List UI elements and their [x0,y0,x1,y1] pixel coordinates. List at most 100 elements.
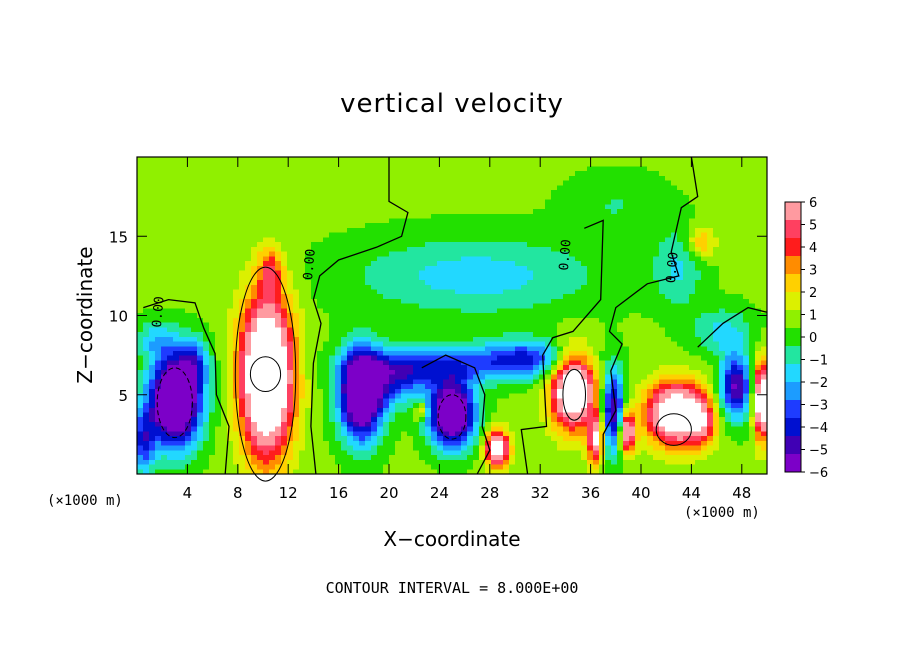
field-cell [731,298,738,305]
field-cell [485,218,492,224]
field-cell [347,322,354,328]
field-cell [641,374,648,380]
field-cell [347,275,354,281]
field-cell [755,232,762,239]
field-cell [659,332,666,338]
field-cell [551,365,558,371]
field-cell [185,237,192,243]
field-cell [539,350,546,357]
field-cell [227,350,234,357]
field-cell [275,213,282,220]
field-cell [533,218,540,224]
field-cell [641,308,648,314]
field-cell [587,298,594,305]
field-cell [737,294,744,300]
field-cell [419,223,426,229]
field-cell [473,199,480,205]
field-cell [509,294,516,300]
field-cell [395,379,402,385]
field-cell [209,308,216,314]
field-cell [671,322,678,328]
field-cell [593,374,600,380]
field-cell [215,166,222,172]
field-cell [209,336,216,343]
field-cell [659,209,666,215]
field-cell [695,280,702,286]
field-cell [251,265,258,272]
field-cell [227,322,234,328]
field-cell [413,199,420,205]
field-cell [473,275,480,281]
field-cell [149,365,156,371]
field-cell [215,284,222,291]
field-cell [503,227,510,234]
field-cell [323,256,330,262]
field-cell [497,289,504,295]
field-cell [737,166,744,172]
field-cell [599,270,606,276]
field-cell [413,190,420,196]
field-cell [737,332,744,338]
field-cell [383,270,390,276]
field-cell [233,298,240,305]
field-cell [155,280,162,286]
field-cell [323,379,330,385]
field-cell [587,209,594,215]
field-cell [749,166,756,172]
field-cell [509,298,516,305]
field-cell [287,171,294,177]
field-cell [353,180,360,186]
field-cell [533,204,540,210]
field-cell [545,180,552,186]
field-cell [695,322,702,328]
field-cell [455,303,462,309]
field-cell [191,317,198,324]
field-cell [413,369,420,376]
field-cell [605,199,612,205]
field-cell [419,327,426,333]
field-cell [275,350,282,357]
field-cell [695,289,702,295]
field-cell [341,355,348,362]
field-cell [341,336,348,343]
field-cell [335,171,342,177]
field-cell [665,246,672,253]
field-cell [497,369,504,376]
field-cell [635,327,642,333]
field-cell [143,265,150,272]
field-cell [191,218,198,224]
field-cell [437,223,444,229]
field-cell [653,166,660,172]
field-cell [755,157,762,163]
field-cell [395,180,402,186]
field-cell [341,218,348,224]
field-cell [371,346,378,352]
field-cell [647,289,654,295]
field-cell [539,209,546,215]
field-cell [311,346,318,352]
field-cell [161,166,168,172]
field-cell [593,190,600,196]
field-cell [617,313,624,319]
field-cell [695,223,702,229]
field-cell [377,332,384,338]
field-cell [227,180,234,186]
field-cell [197,346,204,352]
field-cell [677,171,684,177]
field-cell [383,298,390,305]
field-cell [233,204,240,210]
field-cell [587,341,594,347]
field-cell [635,194,642,201]
field-cell [263,289,270,295]
field-cell [659,341,666,347]
field-cell [239,332,246,338]
field-cell [575,251,582,257]
field-cell [179,237,186,243]
field-cell [407,199,414,205]
field-cell [167,223,174,229]
field-cell [395,223,402,229]
field-cell [647,336,654,343]
field-cell [545,213,552,220]
field-cell [305,369,312,376]
field-cell [209,355,216,362]
